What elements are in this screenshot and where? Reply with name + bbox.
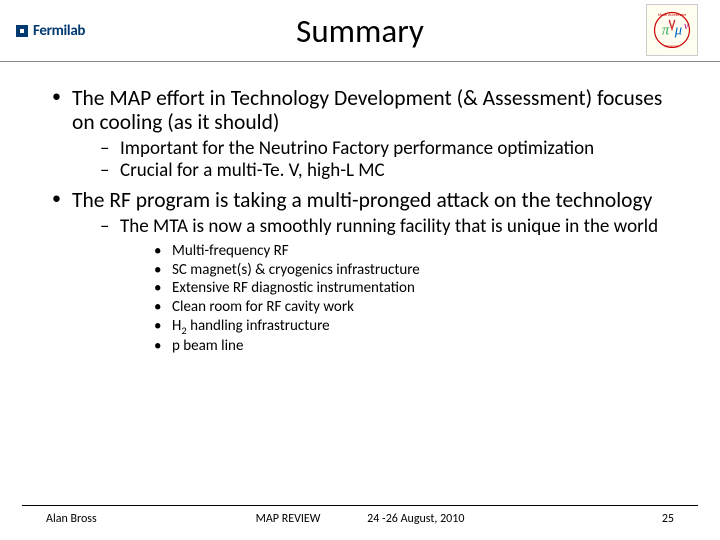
- footer-author: Alan Bross: [46, 512, 97, 526]
- bullet-text: Important for the Neutrino Factory perfo…: [120, 137, 594, 160]
- bullet-list-lvl1: The MAP effort in Technology Development…: [36, 86, 684, 356]
- bullet-text: H2 handling infrastructure: [172, 317, 330, 335]
- bullet-lvl3: Multi-frequency RF: [154, 242, 684, 261]
- slide-title: Summary: [296, 11, 424, 51]
- footer-event: MAP REVIEW: [256, 512, 321, 526]
- bullet-text: Crucial for a multi-Te. V, high-L MC: [120, 159, 385, 182]
- slide-content: The MAP effort in Technology Development…: [0, 62, 720, 356]
- bullet-lvl2: Crucial for a multi-Te. V, high-L MC: [100, 160, 684, 182]
- bullet-lvl3: SC magnet(s) & cryogenics infrastructure: [154, 261, 684, 280]
- bullet-lvl1: The MAP effort in Technology Development…: [52, 86, 684, 182]
- svg-text:Muon Accelerator: Muon Accelerator: [658, 13, 687, 18]
- bullet-text: p beam line: [172, 337, 243, 355]
- bullet-lvl3: H2 handling infrastructure: [154, 317, 684, 337]
- fermilab-text: Fermilab: [33, 22, 85, 40]
- bullet-lvl2: Important for the Neutrino Factory perfo…: [100, 138, 684, 160]
- bullet-list-lvl2: The MTA is now a smoothly running facili…: [72, 216, 684, 356]
- bullet-lvl2: The MTA is now a smoothly running facili…: [100, 216, 684, 356]
- slide-footer: Alan Bross MAP REVIEW 24 -26 August, 201…: [22, 505, 698, 526]
- bullet-text: The RF program is taking a multi-pronged…: [72, 187, 652, 213]
- footer-center: MAP REVIEW 24 -26 August, 2010: [22, 512, 698, 526]
- footer-page-number: 25: [662, 512, 674, 526]
- svg-text:ν: ν: [684, 21, 689, 32]
- map-logo-icon: Muon Accelerator Program π μ ν: [649, 7, 695, 53]
- bullet-lvl3: Clean room for RF cavity work: [154, 298, 684, 317]
- bullet-list-lvl2: Important for the Neutrino Factory perfo…: [72, 138, 684, 182]
- fermilab-logo: Fermilab: [14, 22, 85, 40]
- svg-text:Program: Program: [665, 44, 678, 49]
- map-logo: Muon Accelerator Program π μ ν: [646, 4, 698, 56]
- svg-text:π: π: [662, 23, 670, 39]
- fermilab-icon: [14, 23, 30, 39]
- bullet-text: Multi-frequency RF: [172, 242, 289, 260]
- bullet-lvl1: The RF program is taking a multi-pronged…: [52, 188, 684, 356]
- bullet-text: SC magnet(s) & cryogenics infrastructure: [172, 261, 420, 279]
- footer-date: 24 -26 August, 2010: [367, 512, 464, 526]
- bullet-lvl3: p beam line: [154, 337, 684, 356]
- slide-header: Fermilab Summary Muon Accelerator Progra…: [0, 0, 720, 62]
- bullet-text: The MTA is now a smoothly running facili…: [120, 215, 658, 238]
- bullet-text: Extensive RF diagnostic instrumentation: [172, 279, 415, 297]
- bullet-lvl3: Extensive RF diagnostic instrumentation: [154, 279, 684, 298]
- bullet-text: The MAP effort in Technology Development…: [72, 85, 662, 135]
- bullet-list-lvl3: Multi-frequency RF SC magnet(s) & cryoge…: [120, 242, 684, 356]
- svg-text:μ: μ: [674, 23, 682, 39]
- bullet-text: Clean room for RF cavity work: [172, 298, 354, 316]
